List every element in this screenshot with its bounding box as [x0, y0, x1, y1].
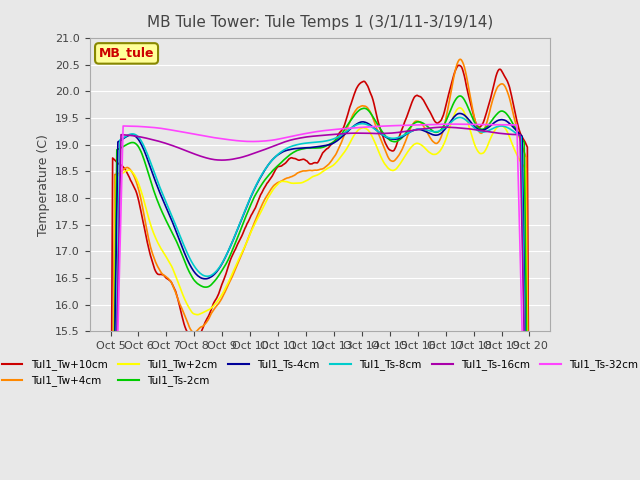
- Tul1_Ts-8cm: [456, 115, 464, 120]
- Tul1_Ts-16cm: [440, 124, 447, 130]
- Line: Tul1_Ts-16cm: Tul1_Ts-16cm: [111, 127, 529, 480]
- Line: Tul1_Ts-2cm: Tul1_Ts-2cm: [111, 96, 529, 480]
- Tul1_Tw+2cm: [157, 246, 164, 252]
- Line: Tul1_Tw+2cm: Tul1_Tw+2cm: [111, 108, 529, 480]
- Tul1_Ts-16cm: [273, 142, 280, 148]
- Tul1_Tw+2cm: [411, 141, 419, 147]
- Tul1_Ts-16cm: [409, 128, 417, 133]
- Tul1_Ts-2cm: [157, 206, 164, 212]
- Tul1_Tw+4cm: [243, 239, 251, 244]
- Line: Tul1_Ts-32cm: Tul1_Ts-32cm: [111, 124, 529, 480]
- Y-axis label: Temperature (C): Temperature (C): [36, 134, 49, 236]
- Tul1_Ts-4cm: [243, 203, 251, 209]
- Tul1_Tw+4cm: [456, 56, 464, 62]
- Tul1_Tw+2cm: [409, 143, 417, 148]
- Tul1_Ts-32cm: [273, 137, 280, 143]
- Title: MB Tule Tower: Tule Temps 1 (3/1/11-3/19/14): MB Tule Tower: Tule Temps 1 (3/1/11-3/19…: [147, 15, 493, 30]
- Tul1_Ts-32cm: [370, 124, 378, 130]
- Tul1_Ts-16cm: [157, 139, 164, 145]
- Tul1_Ts-4cm: [273, 153, 280, 159]
- Tul1_Ts-2cm: [409, 121, 417, 127]
- Tul1_Ts-4cm: [370, 125, 378, 131]
- Tul1_Tw+2cm: [456, 105, 464, 111]
- Tul1_Ts-16cm: [243, 153, 251, 158]
- Tul1_Ts-8cm: [370, 126, 378, 132]
- Tul1_Ts-2cm: [456, 93, 464, 99]
- Tul1_Ts-8cm: [157, 187, 164, 193]
- Tul1_Tw+10cm: [273, 166, 280, 171]
- Tul1_Ts-2cm: [411, 120, 419, 126]
- Tul1_Ts-32cm: [157, 125, 164, 131]
- Tul1_Ts-8cm: [411, 127, 419, 133]
- Line: Tul1_Tw+10cm: Tul1_Tw+10cm: [111, 65, 529, 480]
- Tul1_Tw+2cm: [273, 183, 280, 189]
- Tul1_Tw+10cm: [409, 97, 417, 103]
- Tul1_Ts-32cm: [409, 122, 417, 128]
- Tul1_Ts-8cm: [243, 203, 251, 208]
- Tul1_Tw+4cm: [370, 118, 378, 124]
- Line: Tul1_Ts-8cm: Tul1_Ts-8cm: [111, 118, 529, 480]
- Tul1_Ts-32cm: [411, 122, 419, 128]
- Tul1_Ts-2cm: [273, 164, 280, 170]
- Tul1_Tw+10cm: [455, 62, 463, 68]
- Tul1_Ts-4cm: [409, 128, 417, 133]
- Tul1_Tw+10cm: [157, 271, 164, 277]
- Tul1_Ts-16cm: [370, 131, 378, 136]
- Tul1_Ts-8cm: [273, 153, 280, 159]
- Tul1_Ts-4cm: [455, 110, 463, 116]
- Legend: Tul1_Tw+10cm, Tul1_Tw+4cm, Tul1_Tw+2cm, Tul1_Ts-2cm, Tul1_Ts-4cm, Tul1_Ts-8cm, T: Tul1_Tw+10cm, Tul1_Tw+4cm, Tul1_Tw+2cm, …: [0, 355, 640, 391]
- Tul1_Tw+10cm: [370, 101, 378, 107]
- Tul1_Tw+4cm: [157, 269, 164, 275]
- Tul1_Ts-2cm: [370, 116, 378, 121]
- Tul1_Tw+4cm: [273, 181, 280, 187]
- Tul1_Ts-4cm: [411, 127, 419, 133]
- Line: Tul1_Tw+4cm: Tul1_Tw+4cm: [111, 59, 529, 480]
- Tul1_Tw+4cm: [409, 121, 417, 127]
- Tul1_Tw+10cm: [411, 94, 419, 99]
- Tul1_Tw+10cm: [243, 221, 251, 227]
- Tul1_Tw+2cm: [243, 239, 251, 244]
- Text: MB_tule: MB_tule: [99, 47, 154, 60]
- Line: Tul1_Ts-4cm: Tul1_Ts-4cm: [111, 113, 529, 480]
- Tul1_Ts-2cm: [243, 211, 251, 216]
- Tul1_Ts-8cm: [409, 128, 417, 133]
- Tul1_Ts-32cm: [451, 121, 459, 127]
- Tul1_Ts-32cm: [243, 139, 251, 144]
- Tul1_Ts-16cm: [411, 127, 419, 133]
- Tul1_Tw+4cm: [411, 119, 419, 124]
- Tul1_Ts-4cm: [157, 192, 164, 198]
- Tul1_Tw+2cm: [370, 138, 378, 144]
